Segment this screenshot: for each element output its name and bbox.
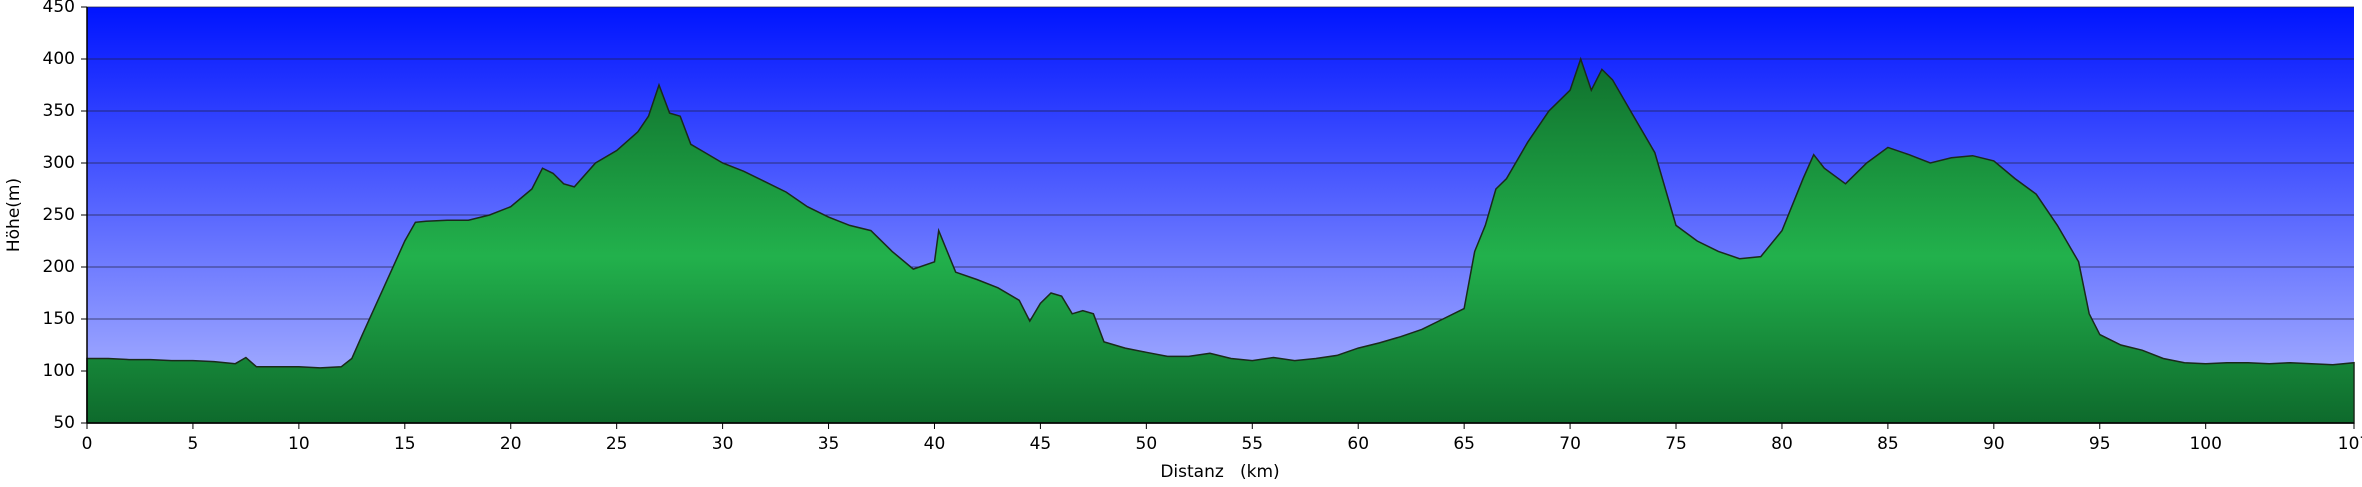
x-tick-label: 65 (1453, 434, 1475, 454)
x-tick-label: 50 (1136, 434, 1158, 454)
y-tick-label: 350 (43, 101, 75, 121)
y-tick-label: 200 (43, 257, 75, 277)
x-tick-label: 60 (1347, 434, 1369, 454)
y-tick-label: 400 (43, 49, 75, 69)
x-tick-label: 85 (1877, 434, 1899, 454)
x-tick-label: 80 (1771, 434, 1793, 454)
y-tick-label: 100 (43, 361, 75, 381)
x-tick-label: 90 (1983, 434, 2005, 454)
x-tick-label: 35 (818, 434, 840, 454)
x-tick-label: 5 (188, 434, 199, 454)
x-tick-label: 95 (2089, 434, 2111, 454)
x-tick-label: 40 (924, 434, 946, 454)
y-tick-label: 300 (43, 153, 75, 173)
x-tick-label: 30 (712, 434, 734, 454)
x-tick-label: 10 (288, 434, 310, 454)
y-axis-label: Höhe(m) (4, 178, 24, 252)
y-tick-label: 250 (43, 205, 75, 225)
x-axis-label: Distanz (km) (1160, 462, 1279, 482)
x-tick-label: 100 (2189, 434, 2221, 454)
x-tick-label: 20 (500, 434, 522, 454)
y-tick-label: 150 (43, 309, 75, 329)
x-tick-label: 0 (82, 434, 93, 454)
x-tick-label: 75 (1665, 434, 1687, 454)
x-tick-label: 45 (1030, 434, 1052, 454)
y-tick-label: 50 (53, 413, 75, 433)
x-tick-label: 25 (606, 434, 628, 454)
y-tick-label: 450 (43, 0, 75, 17)
x-tick-label: 70 (1559, 434, 1581, 454)
x-tick-label: 55 (1241, 434, 1263, 454)
x-tick-label: 107 (2338, 434, 2362, 454)
x-tick-label: 15 (394, 434, 416, 454)
elevation-area (86, 56, 2355, 424)
